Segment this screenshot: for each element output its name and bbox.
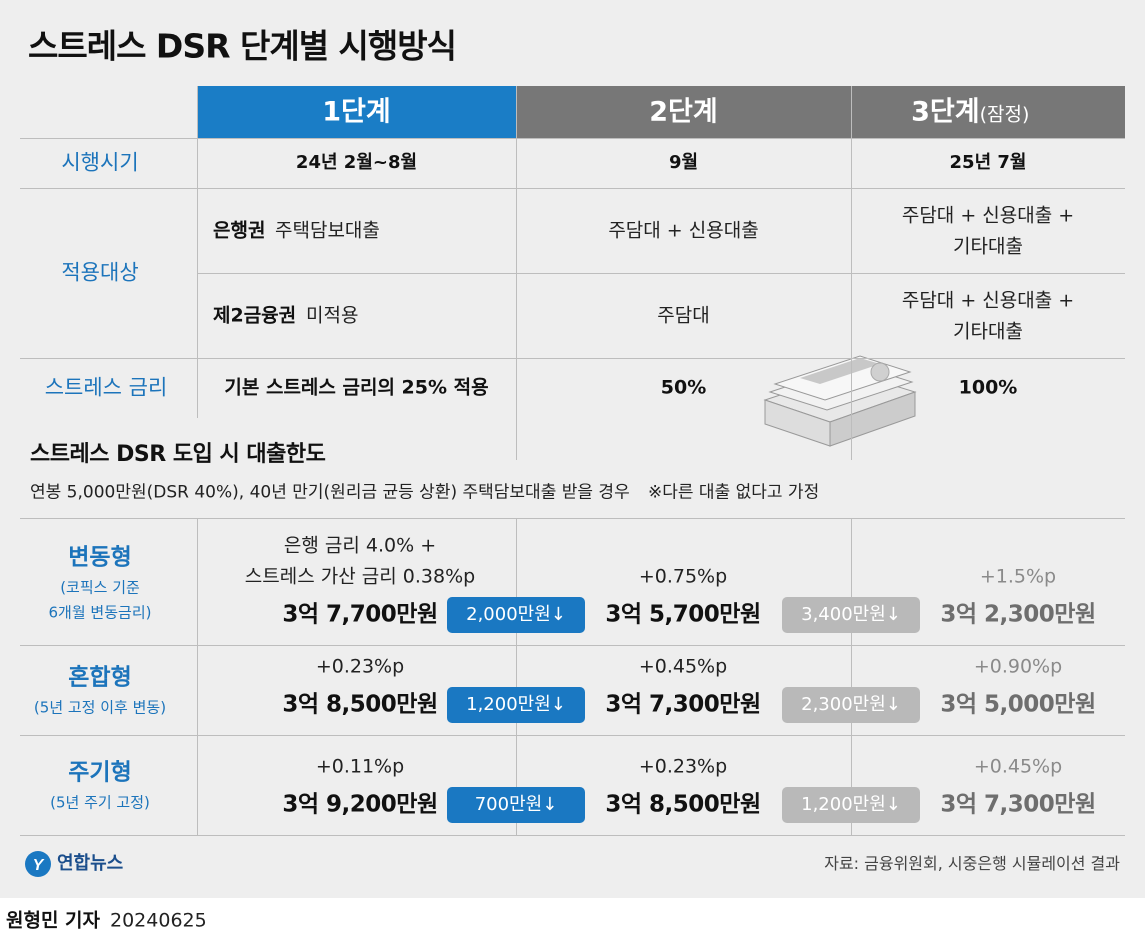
drop-text: 1,200만원↓	[466, 694, 566, 715]
loan-amount: 3억 8,500만원	[282, 691, 438, 718]
sector-label: 제2금융권	[213, 304, 297, 327]
byline-band	[0, 898, 1145, 945]
rate-text: +0.45%p	[973, 755, 1063, 778]
cell-text: 기본 스트레스 금리의 25% 적용	[224, 376, 489, 399]
cell-text: 미적용	[306, 304, 359, 327]
row-divider	[20, 518, 1125, 519]
section-note: ※다른 대출 없다고 가정	[648, 482, 820, 503]
column-divider	[851, 518, 852, 835]
row-divider	[20, 188, 1125, 189]
drop-text: 2,000만원↓	[466, 604, 566, 625]
rate-text: 은행 금리 4.0% +	[283, 534, 437, 557]
row-divider	[197, 273, 1125, 274]
drop-badge	[782, 787, 920, 823]
loan-amount: 3억 7,700만원	[282, 601, 438, 628]
row-label: 적용대상	[61, 260, 139, 285]
drop-badge	[782, 597, 920, 633]
drop-text: 1,200만원↓	[801, 794, 901, 815]
source: 자료: 금융위원회, 시중은행 시뮬레이션 결과	[824, 854, 1120, 873]
loan-amount: 3억 7,300만원	[940, 791, 1096, 818]
column-divider	[516, 86, 517, 460]
loan-amount: 3억 2,300만원	[940, 601, 1096, 628]
rate-text: +1.5%p	[979, 565, 1057, 588]
drop-text: 3,400만원↓	[801, 604, 901, 625]
drop-badge	[782, 687, 920, 723]
cell-text: 주택담보대출	[275, 219, 380, 242]
section-title: 스트레스 DSR 도입 시 대출한도	[30, 442, 326, 467]
rate-text: +0.75%p	[638, 565, 728, 588]
stage-header	[852, 86, 1125, 138]
stage-header-label: 2단계	[649, 96, 718, 128]
drop-badge	[447, 787, 585, 823]
type-desc: (5년 고정 이후 변동)	[33, 698, 167, 717]
row-divider	[20, 645, 1125, 646]
type-desc: 6개월 변동금리)	[48, 603, 152, 621]
cell-text: 9월	[668, 152, 699, 173]
byline: 원형민 기자	[6, 909, 101, 932]
cell-text: 50%	[660, 376, 707, 399]
loan-amount: 3억 5,000만원	[940, 691, 1096, 718]
rate-text: +0.45%p	[638, 655, 728, 678]
row-label: 스트레스 금리	[44, 375, 168, 400]
title: 스트레스 DSR 단계별 시행방식	[28, 26, 457, 66]
loan-amount: 3억 8,500만원	[605, 791, 761, 818]
cell-text: 기타대출	[953, 320, 1023, 342]
svg-text:Y: Y	[33, 857, 45, 874]
cell-text: 주담대 + 신용대출 +	[901, 204, 1075, 226]
drop-text: 700만원↓	[474, 794, 558, 815]
row-divider	[20, 835, 1125, 836]
rate-text: +0.11%p	[315, 755, 405, 778]
section-subtitle: 연봉 5,000만원(DSR 40%), 40년 만기(원리금 균등 상환) 주…	[30, 482, 630, 503]
type-name: 주기형	[68, 759, 132, 786]
type-desc: (5년 주기 고정)	[50, 793, 150, 812]
loan-amount: 3억 9,200만원	[282, 791, 438, 818]
rate-text: +0.23%p	[638, 755, 728, 778]
row-divider	[20, 358, 1125, 359]
cell-text: 주담대 + 신용대출 +	[901, 289, 1075, 311]
type-name: 변동형	[68, 544, 132, 570]
stage-header	[517, 86, 851, 138]
date: 20240625	[110, 909, 207, 932]
rate-text: 스트레스 가산 금리 0.38%p	[244, 565, 476, 588]
cell-text: 25년 7월	[949, 152, 1027, 173]
logo-icon: Y	[25, 851, 51, 877]
stage-header	[197, 86, 516, 138]
type-desc: (코픽스 기준	[60, 578, 140, 596]
cell-text: 24년 2월~8월	[295, 152, 418, 173]
row-label: 시행시기	[61, 150, 139, 175]
stage-header-note: (잠정)	[979, 103, 1030, 126]
sector-label: 은행권	[213, 219, 266, 242]
column-divider	[197, 518, 198, 835]
drop-badge	[447, 597, 585, 633]
column-divider	[197, 86, 198, 418]
logo-text: 연합뉴스	[57, 853, 124, 874]
loan-amount: 3억 5,700만원	[605, 601, 761, 628]
stage-header-label: 3단계(잠정)	[911, 96, 1030, 128]
rate-text: +0.23%p	[315, 655, 405, 678]
cell-text: 기타대출	[953, 235, 1023, 257]
rate-text: +0.90%p	[973, 655, 1063, 678]
cell-text: 주담대 + 신용대출	[608, 219, 759, 242]
row-divider	[20, 138, 1125, 139]
column-divider	[851, 86, 852, 460]
loan-amount: 3억 7,300만원	[605, 691, 761, 718]
drop-badge	[447, 687, 585, 723]
money-icon	[763, 355, 917, 447]
cell-text: 100%	[958, 376, 1018, 399]
type-name: 혼합형	[68, 664, 132, 691]
row-divider	[20, 735, 1125, 736]
drop-text: 2,300만원↓	[801, 694, 901, 715]
cell-text: 주담대	[657, 304, 710, 327]
stage-header-label: 1단계	[322, 96, 391, 128]
column-divider	[516, 518, 517, 835]
